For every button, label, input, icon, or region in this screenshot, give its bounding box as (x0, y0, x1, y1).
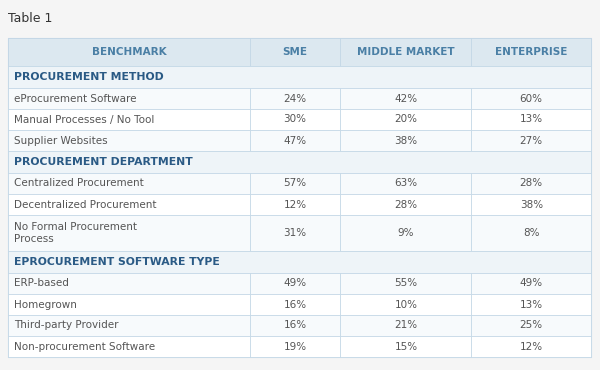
Text: 49%: 49% (520, 279, 543, 289)
Text: 30%: 30% (284, 114, 307, 124)
Text: Non-procurement Software: Non-procurement Software (14, 342, 155, 351)
Text: 20%: 20% (394, 114, 418, 124)
Bar (8, 151, 591, 173)
Bar (250, 294, 340, 315)
Text: Centralized Procurement: Centralized Procurement (14, 178, 144, 188)
Text: 13%: 13% (520, 114, 543, 124)
Bar (472, 215, 591, 251)
Bar (8, 88, 250, 109)
Bar (472, 194, 591, 215)
Text: 13%: 13% (520, 299, 543, 309)
Bar (472, 38, 591, 66)
Bar (8, 215, 250, 251)
Bar (250, 194, 340, 215)
Text: ERP-based: ERP-based (14, 279, 69, 289)
Bar (8, 251, 591, 273)
Bar (340, 336, 472, 357)
Bar (250, 130, 340, 151)
Bar (8, 173, 250, 194)
Text: 12%: 12% (284, 199, 307, 209)
Text: 16%: 16% (284, 299, 307, 309)
Bar (8, 38, 250, 66)
Text: 55%: 55% (394, 279, 418, 289)
Text: Supplier Websites: Supplier Websites (14, 135, 107, 145)
Text: PROCUREMENT METHOD: PROCUREMENT METHOD (14, 72, 164, 82)
Text: 28%: 28% (520, 178, 543, 188)
Text: MIDDLE MARKET: MIDDLE MARKET (357, 47, 455, 57)
Text: 21%: 21% (394, 320, 418, 330)
Bar (340, 88, 472, 109)
Text: EPROCUREMENT SOFTWARE TYPE: EPROCUREMENT SOFTWARE TYPE (14, 257, 220, 267)
Bar (340, 109, 472, 130)
Bar (250, 336, 340, 357)
Text: 49%: 49% (284, 279, 307, 289)
Text: 38%: 38% (520, 199, 543, 209)
Text: SME: SME (283, 47, 308, 57)
Text: BENCHMARK: BENCHMARK (92, 47, 166, 57)
Bar (472, 88, 591, 109)
Bar (250, 38, 340, 66)
Text: 42%: 42% (394, 94, 418, 104)
Text: 16%: 16% (284, 320, 307, 330)
Text: PROCUREMENT DEPARTMENT: PROCUREMENT DEPARTMENT (14, 157, 193, 167)
Text: 15%: 15% (394, 342, 418, 351)
Text: 10%: 10% (394, 299, 418, 309)
Text: 38%: 38% (394, 135, 418, 145)
Bar (8, 273, 250, 294)
Text: 60%: 60% (520, 94, 543, 104)
Bar (340, 315, 472, 336)
Text: 8%: 8% (523, 228, 539, 238)
Bar (250, 215, 340, 251)
Text: 27%: 27% (520, 135, 543, 145)
Text: No Formal Procurement
Process: No Formal Procurement Process (14, 222, 137, 244)
Text: 9%: 9% (398, 228, 414, 238)
Text: 24%: 24% (284, 94, 307, 104)
Bar (8, 38, 591, 357)
Bar (472, 173, 591, 194)
Text: Decentralized Procurement: Decentralized Procurement (14, 199, 157, 209)
Bar (472, 315, 591, 336)
Bar (250, 315, 340, 336)
Text: 12%: 12% (520, 342, 543, 351)
Bar (250, 273, 340, 294)
Bar (8, 109, 250, 130)
Bar (250, 88, 340, 109)
Bar (8, 336, 250, 357)
Text: 57%: 57% (284, 178, 307, 188)
Bar (340, 294, 472, 315)
Text: 63%: 63% (394, 178, 418, 188)
Bar (340, 173, 472, 194)
Text: Third-party Provider: Third-party Provider (14, 320, 119, 330)
Bar (8, 194, 250, 215)
Bar (340, 215, 472, 251)
Bar (340, 194, 472, 215)
Bar (340, 273, 472, 294)
Bar (472, 294, 591, 315)
Text: eProcurement Software: eProcurement Software (14, 94, 137, 104)
Bar (8, 294, 250, 315)
Bar (472, 130, 591, 151)
Text: Homegrown: Homegrown (14, 299, 77, 309)
Text: 47%: 47% (284, 135, 307, 145)
Bar (472, 109, 591, 130)
Text: 19%: 19% (284, 342, 307, 351)
Text: 25%: 25% (520, 320, 543, 330)
Bar (340, 38, 472, 66)
Bar (8, 130, 250, 151)
Bar (8, 66, 591, 88)
Text: Table 1: Table 1 (8, 12, 52, 25)
Bar (472, 336, 591, 357)
Text: 31%: 31% (284, 228, 307, 238)
Text: Manual Processes / No Tool: Manual Processes / No Tool (14, 114, 154, 124)
Text: 28%: 28% (394, 199, 418, 209)
Bar (340, 130, 472, 151)
Bar (472, 273, 591, 294)
Text: ENTERPRISE: ENTERPRISE (495, 47, 568, 57)
Bar (8, 315, 250, 336)
Bar (250, 109, 340, 130)
Bar (250, 173, 340, 194)
